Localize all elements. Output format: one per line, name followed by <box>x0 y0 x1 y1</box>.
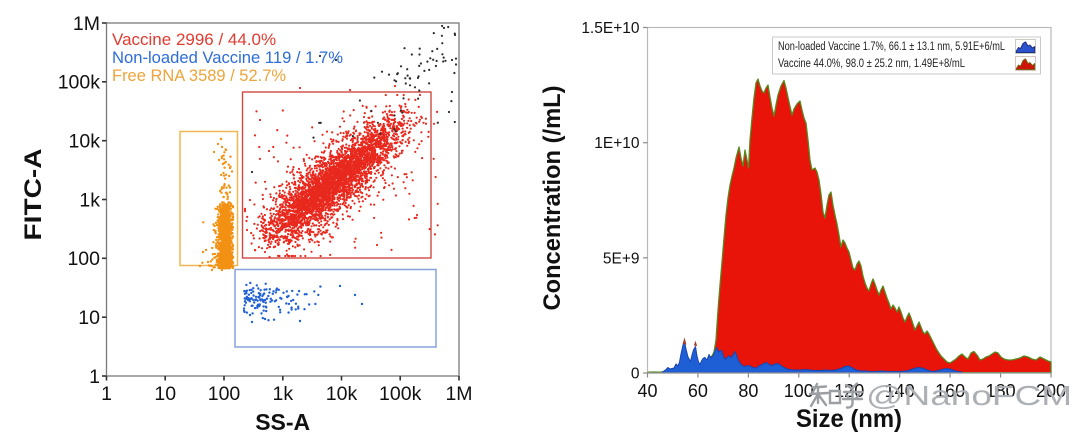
svg-text:1k: 1k <box>79 189 100 211</box>
svg-text:10k: 10k <box>326 383 358 405</box>
svg-text:10: 10 <box>78 307 100 329</box>
svg-text:100k: 100k <box>379 383 422 405</box>
svg-text:100k: 100k <box>58 72 101 94</box>
svg-text:1M: 1M <box>445 383 472 405</box>
svg-text:10k: 10k <box>69 131 101 153</box>
svg-text:1M: 1M <box>73 13 100 35</box>
svg-text:1: 1 <box>89 366 100 388</box>
svg-text:1: 1 <box>101 383 112 405</box>
svg-text:10: 10 <box>154 383 176 405</box>
svg-text:SS-A: SS-A <box>255 409 310 435</box>
svg-text:100: 100 <box>208 383 241 405</box>
svg-text:100: 100 <box>67 248 100 270</box>
svg-text:FITC-A: FITC-A <box>20 149 47 241</box>
svg-text:1k: 1k <box>272 383 293 405</box>
